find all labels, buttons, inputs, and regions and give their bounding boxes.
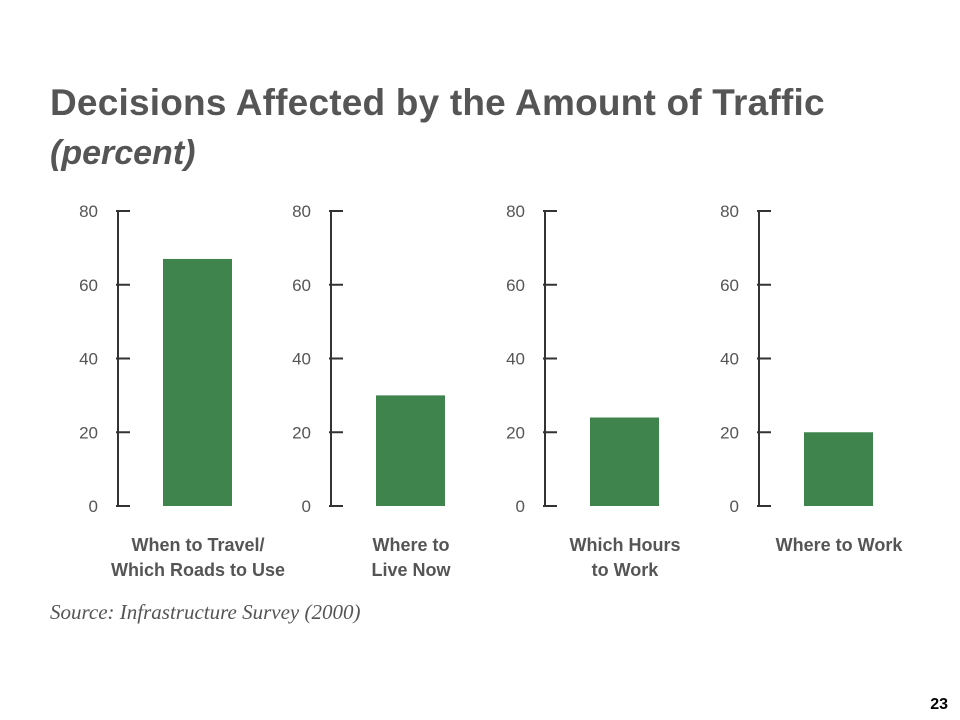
y-tick-label: 60	[292, 276, 311, 295]
y-tick-label: 80	[292, 202, 311, 221]
bar	[163, 258, 232, 506]
y-tick-label: 0	[302, 497, 311, 516]
y-tick-label: 60	[79, 276, 98, 295]
y-tick-label: 40	[506, 350, 525, 369]
y-tick-label: 20	[79, 423, 98, 442]
y-tick-label: 80	[79, 202, 98, 221]
category-label: Which Hours	[570, 535, 681, 555]
chart-title: Decisions Affected by the Amount of Traf…	[50, 82, 825, 123]
y-tick-label: 20	[506, 423, 525, 442]
bar	[376, 395, 445, 506]
category-label: Live Now	[371, 560, 451, 580]
y-tick-label: 20	[292, 423, 311, 442]
y-tick-label: 60	[720, 276, 739, 295]
y-tick-label: 40	[720, 350, 739, 369]
bar	[804, 432, 873, 506]
y-tick-label: 80	[506, 202, 525, 221]
y-tick-label: 80	[720, 202, 739, 221]
y-tick-label: 0	[516, 497, 525, 516]
category-label: to Work	[592, 560, 660, 580]
y-tick-label: 20	[720, 423, 739, 442]
y-tick-label: 0	[89, 497, 98, 516]
y-tick-label: 40	[79, 350, 98, 369]
y-tick-label: 40	[292, 350, 311, 369]
source-note: Source: Infrastructure Survey (2000)	[50, 600, 361, 624]
chart-subtitle: (percent)	[50, 134, 196, 172]
bar	[590, 417, 659, 506]
page-number: 23	[930, 696, 948, 713]
category-label: Which Roads to Use	[111, 560, 285, 580]
bar-charts: 0 20 40 60 80 When to Travel/Which Roads to U…	[79, 202, 904, 580]
category-label: Where to Work	[776, 535, 904, 555]
y-tick-label: 0	[730, 497, 739, 516]
category-label: Where to	[372, 535, 449, 555]
category-label: When to Travel/	[131, 535, 264, 555]
y-tick-label: 60	[506, 276, 525, 295]
